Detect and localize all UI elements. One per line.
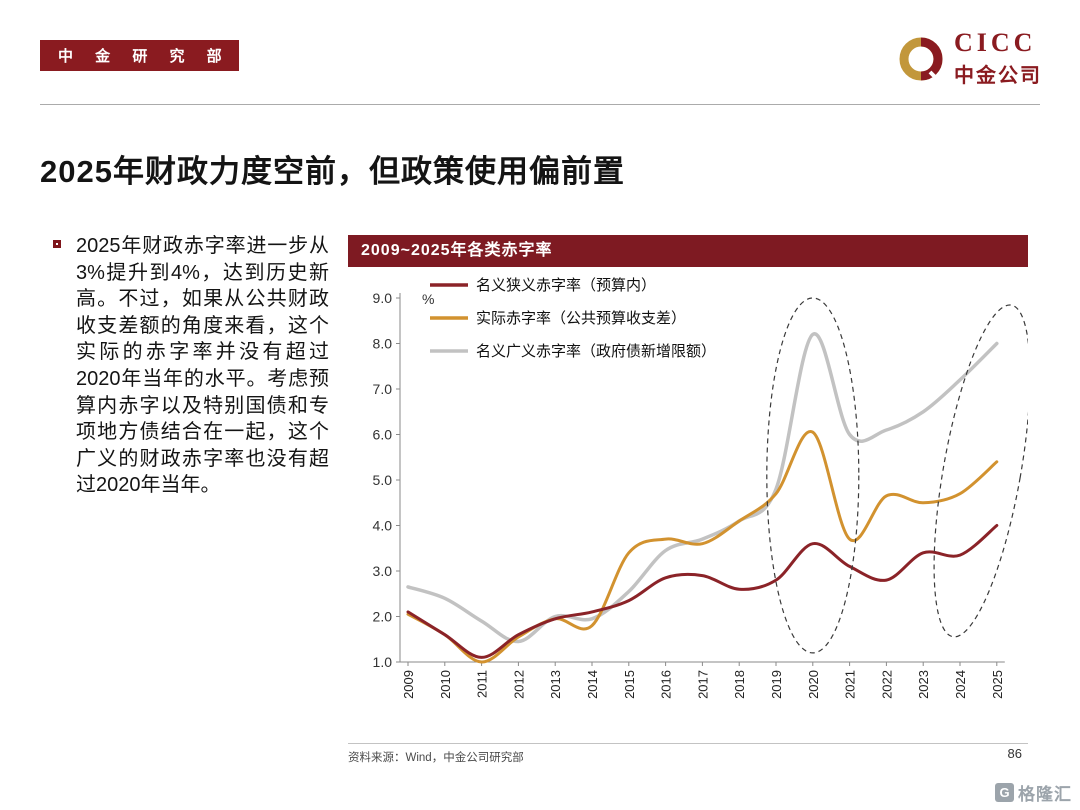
x-axis-label: 2017: [695, 670, 710, 699]
deficit-line-chart: 1.0 2.0 3.0 4.0 5.0 6.0 7.0 8.0 9.0 % 2009 2010 2011…: [373, 276, 1028, 699]
x-axis-label: 2014: [585, 670, 600, 699]
x-axis-label: 2010: [438, 670, 453, 699]
x-axis-label: 2013: [548, 670, 563, 699]
series-line: [406, 524, 999, 659]
chart-title-bar: 2009~2025年各类赤字率: [348, 235, 1028, 267]
highlight-ellipse: [933, 304, 1028, 638]
x-axis-label: 2019: [769, 670, 784, 699]
y-axis-label: 5.0: [373, 472, 393, 488]
cicc-logo-icon: [899, 37, 943, 81]
x-axis-label: 2022: [879, 670, 894, 699]
x-axis-label: 2016: [659, 670, 674, 699]
page-number: 86: [1007, 746, 1022, 761]
body-paragraph: 2025年财政赤字率进一步从3%提升到4%，达到历史新高。不过，如果从公共财政收…: [53, 233, 329, 499]
y-axis-label: 4.0: [373, 518, 393, 534]
gelonghui-watermark: G 格隆汇: [995, 780, 1072, 805]
x-axis-label: 2020: [806, 670, 821, 699]
y-axis-label: 8.0: [373, 336, 393, 352]
dept-badge: 中 金 研 究 部: [40, 40, 239, 71]
y-axis-label: 3.0: [373, 563, 393, 579]
x-axis-label: 2024: [953, 670, 968, 699]
y-axis-unit: %: [422, 291, 434, 307]
x-axis-label: 2023: [916, 670, 931, 699]
x-axis-label: 2018: [732, 670, 747, 699]
cicc-logo: CICC 中金公司: [897, 30, 1042, 88]
x-axis-label: 2011: [475, 670, 490, 698]
y-axis-label: 6.0: [373, 427, 393, 443]
y-axis-label: 2.0: [373, 609, 393, 625]
logo-text-en: CICC: [954, 28, 1037, 57]
gelonghui-text: 格隆汇: [1018, 785, 1072, 804]
legend-label: 实际赤字率（公共预算收支差）: [476, 309, 686, 327]
logo-text-cn: 中金公司: [954, 65, 1042, 87]
x-axis-label: 2025: [990, 670, 1005, 699]
highlight-ellipse: [766, 297, 860, 654]
bullet-square-icon: [53, 240, 61, 248]
x-axis-label: 2021: [843, 670, 858, 699]
y-axis-label: 1.0: [373, 654, 393, 670]
x-axis-label: 2009: [401, 670, 416, 699]
logo-text-block: CICC 中金公司: [954, 30, 1042, 88]
series-line: [406, 430, 999, 664]
x-axis-label: 2015: [622, 670, 637, 699]
header-divider: [40, 104, 1040, 105]
legend-label: 名义狭义赤字率（预算内）: [476, 276, 656, 294]
source-note: 资料来源：Wind，中金公司研究部: [348, 743, 1028, 765]
y-axis-label: 9.0: [373, 290, 393, 306]
x-axis-label: 2012: [511, 670, 526, 699]
page-title: 2025年财政力度空前，但政策使用偏前置: [40, 154, 625, 189]
legend-label: 名义广义赤字率（政府债新增限额）: [476, 343, 716, 360]
body-text: 2025年财政赤字率进一步从3%提升到4%，达到历史新高。不过，如果从公共财政收…: [76, 235, 329, 497]
y-axis-label: 7.0: [373, 381, 393, 397]
gelonghui-logo-icon: G: [995, 783, 1014, 802]
series-line: [406, 332, 999, 644]
chart-panel: 2009~2025年各类赤字率 1.0 2.0 3.0 4.0 5.0 6.0 7.0 8.0…: [348, 235, 1028, 765]
